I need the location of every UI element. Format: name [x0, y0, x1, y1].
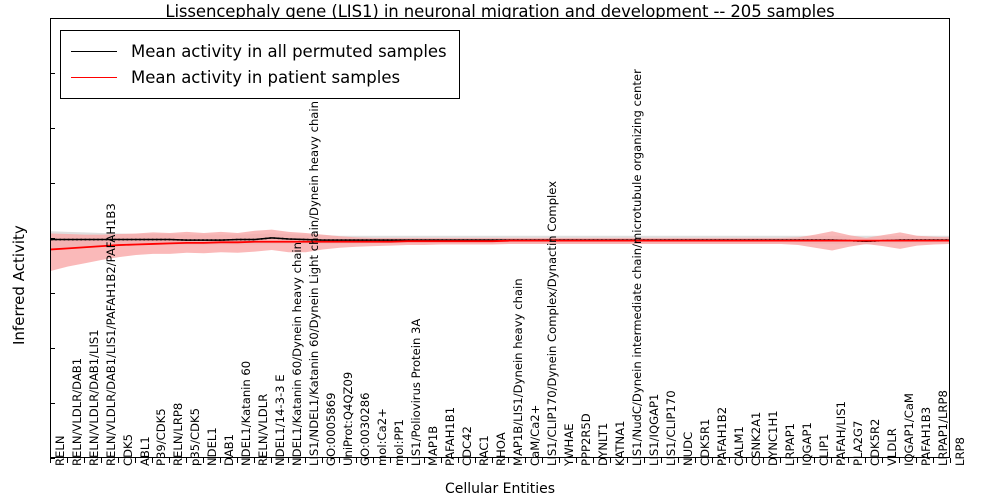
x-tick-mark	[338, 458, 340, 463]
x-tick-mark	[661, 458, 663, 463]
x-tick-mark	[117, 458, 119, 463]
x-tick-mark	[593, 458, 595, 463]
x-tick-mark	[355, 458, 357, 463]
legend-label: Mean activity in patient samples	[131, 67, 401, 87]
x-tick-mark	[950, 458, 951, 463]
x-tick-mark	[304, 458, 306, 463]
y-tick-mark	[50, 348, 55, 349]
x-tick-mark	[882, 458, 884, 463]
x-tick-mark	[559, 458, 561, 463]
x-tick-mark	[678, 458, 680, 463]
x-tick-mark	[185, 458, 187, 463]
x-tick-mark	[491, 458, 493, 463]
x-tick-mark	[542, 458, 544, 463]
x-tick-mark	[695, 458, 697, 463]
x-tick-mark	[525, 458, 527, 463]
x-tick-mark	[134, 458, 136, 463]
y-tick-mark	[50, 293, 55, 294]
patient-mean-line	[51, 239, 949, 251]
x-tick-mark	[729, 458, 731, 463]
y-tick-mark	[50, 73, 55, 74]
y-tick-mark	[50, 458, 55, 459]
x-tick-mark	[423, 458, 425, 463]
x-tick-mark	[83, 458, 85, 463]
x-tick-mark	[899, 458, 901, 463]
plot-svg	[51, 229, 949, 271]
x-tick-mark	[100, 458, 102, 463]
x-tick-mark	[933, 458, 935, 463]
x-tick-mark	[831, 458, 833, 463]
x-tick-mark	[372, 458, 374, 463]
x-tick-mark	[644, 458, 646, 463]
x-tick-mark	[66, 458, 68, 463]
x-tick-mark	[389, 458, 391, 463]
legend-label: Mean activity in all permuted samples	[131, 41, 447, 61]
x-tick-mark	[440, 458, 442, 463]
x-tick-mark	[287, 458, 289, 463]
x-tick-mark	[236, 458, 238, 463]
x-tick-mark	[865, 458, 867, 463]
y-tick-mark	[50, 128, 55, 129]
legend-item: Mean activity in patient samples	[71, 64, 447, 90]
x-tick-mark	[712, 458, 714, 463]
y-tick-mark	[50, 238, 55, 239]
x-tick-mark	[508, 458, 510, 463]
legend-line-swatch	[71, 76, 117, 78]
x-tick-mark	[321, 458, 323, 463]
legend-item: Mean activity in all permuted samples	[71, 38, 447, 64]
x-tick-mark	[474, 458, 476, 463]
legend: Mean activity in all permuted samples Mea…	[60, 30, 460, 99]
y-tick-mark	[50, 18, 55, 19]
x-tick-mark	[270, 458, 272, 463]
x-tick-mark	[576, 458, 578, 463]
y-tick-mark	[50, 403, 55, 404]
x-tick-mark	[797, 458, 799, 463]
x-tick-mark	[168, 458, 170, 463]
x-tick-mark	[406, 458, 408, 463]
x-tick-mark	[457, 458, 459, 463]
x-tick-mark	[253, 458, 255, 463]
x-tick-mark	[746, 458, 748, 463]
x-tick-mark	[50, 458, 51, 463]
x-tick-mark	[627, 458, 629, 463]
x-axis-label: Cellular Entities	[444, 481, 556, 497]
y-axis-label: Inferred Activity	[10, 225, 28, 345]
chart-title: Lissencephaly gene (LIS1) in neuronal mi…	[165, 2, 835, 21]
x-tick-mark	[814, 458, 816, 463]
x-tick-mark	[848, 458, 850, 463]
x-tick-mark	[780, 458, 782, 463]
x-tick-mark	[610, 458, 612, 463]
legend-line-swatch	[71, 50, 117, 52]
x-tick-mark	[916, 458, 918, 463]
x-tick-mark	[219, 458, 221, 463]
y-tick-mark	[50, 183, 55, 184]
x-tick-mark	[151, 458, 153, 463]
x-tick-label: LRP8	[952, 437, 967, 466]
x-tick-mark	[763, 458, 765, 463]
x-tick-mark	[202, 458, 204, 463]
